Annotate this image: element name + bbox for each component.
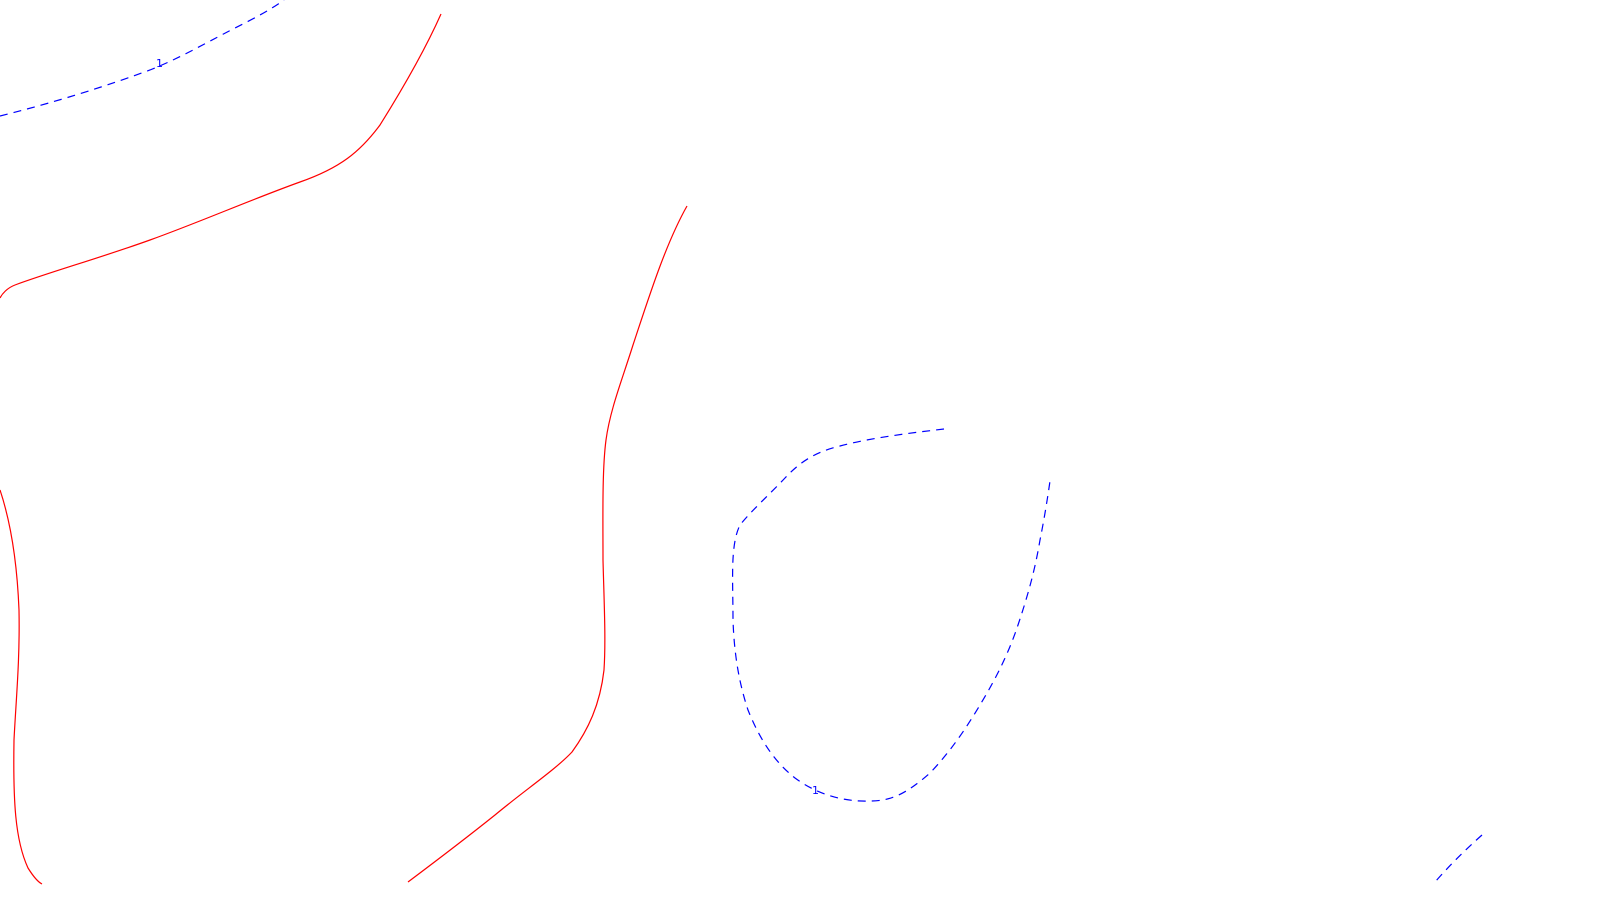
blue-contour-top-left: [0, 0, 285, 117]
red-contour-upper: [0, 13, 442, 299]
blue-contour-loop: [731, 428, 1051, 802]
red-contour-middle: [407, 205, 688, 883]
contour-label-loop: 1: [812, 784, 819, 797]
blue-contour-bottom-right: [1434, 834, 1483, 883]
red-contour-left: [0, 489, 43, 885]
contour-label-top-left: 1: [156, 57, 163, 70]
